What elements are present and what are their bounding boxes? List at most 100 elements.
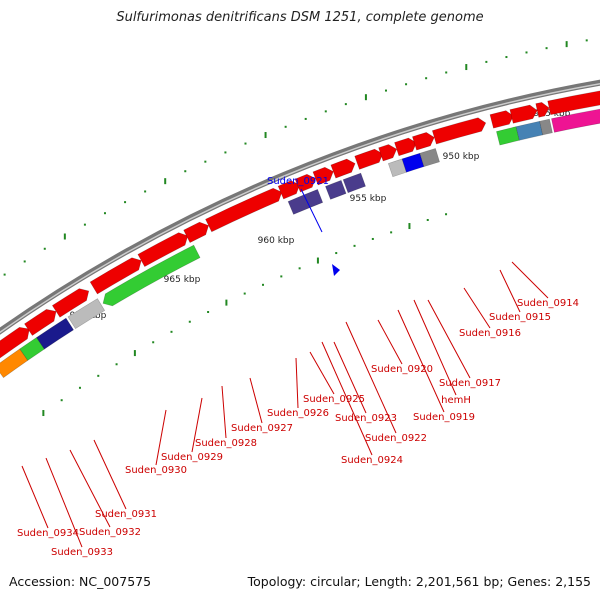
gene-block[interactable] [394, 137, 417, 157]
gene-label[interactable]: Suden_0925 [303, 394, 365, 405]
gene-leader [345, 321, 397, 434]
scale-tick-inner [445, 213, 448, 216]
scale-tick-inner [298, 267, 301, 270]
gene-block[interactable] [515, 120, 544, 141]
gene-block[interactable] [354, 148, 384, 170]
gene-block[interactable] [378, 144, 398, 162]
gene-label[interactable]: Suden_0922 [365, 433, 427, 444]
scale-tick [364, 94, 367, 101]
gene-leader [511, 261, 549, 299]
gene-block[interactable] [205, 187, 283, 233]
scale-tick-inner [280, 275, 283, 278]
gene-label[interactable]: Suden_0928 [195, 438, 257, 449]
scale-tick [3, 273, 6, 276]
scale-tick [284, 125, 287, 128]
scale-tick-inner [152, 341, 155, 344]
scale-tick-inner [207, 311, 210, 314]
scale-tick [405, 83, 408, 86]
gene-block[interactable] [342, 172, 366, 194]
scale-tick [23, 260, 26, 263]
gene-block[interactable] [535, 102, 550, 118]
gene-block[interactable] [89, 257, 142, 295]
gene-block[interactable] [509, 104, 538, 124]
scale-tick-inner [426, 218, 429, 221]
gene-block[interactable] [102, 244, 201, 307]
scale-tick [43, 247, 46, 250]
scale-tick [144, 190, 147, 193]
gene-label[interactable]: Suden_0933 [51, 547, 113, 558]
highlight-label[interactable]: Suden_0921 [267, 176, 329, 187]
gene-block[interactable] [551, 105, 600, 133]
scale-tick [224, 151, 227, 154]
gene-block[interactable] [431, 117, 487, 145]
gene-block[interactable] [325, 179, 347, 200]
gene-block[interactable] [24, 309, 57, 336]
scale-tick [585, 39, 588, 42]
gene-block[interactable] [312, 166, 334, 186]
scale-tick-inner [335, 252, 338, 255]
gene-label[interactable]: Suden_0920 [371, 364, 433, 375]
gene-block[interactable] [412, 132, 435, 151]
gene-block[interactable] [287, 189, 324, 215]
gene-label[interactable]: Suden_0934 [17, 528, 79, 539]
scale-tick-inner [115, 363, 118, 366]
scale-tick [445, 71, 448, 74]
gene-label[interactable]: Suden_0929 [161, 452, 223, 463]
gene-block[interactable] [51, 288, 90, 318]
gene-label[interactable]: Suden_0927 [231, 423, 293, 434]
gene-label[interactable]: hemH [441, 395, 471, 406]
gene-block[interactable] [419, 148, 440, 168]
gene-label[interactable]: Suden_0932 [79, 527, 141, 538]
gene-leader [333, 341, 367, 414]
gene-leader [155, 409, 167, 466]
gene-leader [45, 457, 83, 548]
gene-block[interactable] [496, 126, 520, 146]
scale-tick-inner [243, 292, 246, 295]
scale-tick [565, 41, 568, 48]
gene-block[interactable] [67, 298, 106, 330]
gene-block[interactable] [183, 221, 209, 244]
gene-block[interactable] [36, 317, 74, 350]
gene-label[interactable]: Suden_0916 [459, 328, 521, 339]
gene-leader [309, 351, 335, 395]
scale-tick [465, 64, 468, 71]
gene-label[interactable]: Suden_0926 [267, 408, 329, 419]
gene-label[interactable]: Suden_0931 [95, 509, 157, 520]
gene-label[interactable]: Suden_0930 [125, 465, 187, 476]
gene-label[interactable]: Suden_0915 [489, 312, 551, 323]
gene-block[interactable] [277, 180, 301, 200]
scale-tick [103, 212, 106, 215]
gene-block[interactable] [0, 326, 30, 363]
gene-label[interactable]: Suden_0923 [335, 413, 397, 424]
gene-leader [69, 449, 111, 528]
gene-leader [93, 439, 127, 510]
gene-block[interactable] [547, 87, 600, 116]
scale-tick [384, 89, 387, 92]
scale-tick-inner [42, 410, 45, 417]
gene-block[interactable] [330, 158, 356, 179]
gene-block[interactable] [0, 348, 29, 379]
gene-block[interactable] [489, 110, 514, 129]
scale-tick-inner [170, 330, 173, 333]
scale-tick [204, 160, 207, 163]
scale-tick [525, 51, 528, 54]
scale-tick [124, 201, 127, 204]
gene-features [0, 87, 600, 379]
gene-label[interactable]: Suden_0919 [413, 412, 475, 423]
gene-label[interactable]: Suden_0917 [439, 378, 501, 389]
highlight-marker[interactable] [332, 264, 340, 276]
scale-tick [324, 110, 327, 113]
gene-label[interactable]: Suden_0924 [341, 455, 403, 466]
scale-tick-inner [188, 320, 191, 323]
gene-block[interactable] [539, 118, 553, 136]
gene-leader [191, 397, 203, 453]
gene-block[interactable] [137, 232, 189, 268]
scale-dots [3, 39, 588, 417]
gene-leader [463, 287, 491, 329]
gene-leader [21, 465, 49, 529]
scale-tick [485, 60, 488, 63]
gene-label[interactable]: Suden_0914 [517, 298, 579, 309]
gene-leader [397, 309, 445, 413]
